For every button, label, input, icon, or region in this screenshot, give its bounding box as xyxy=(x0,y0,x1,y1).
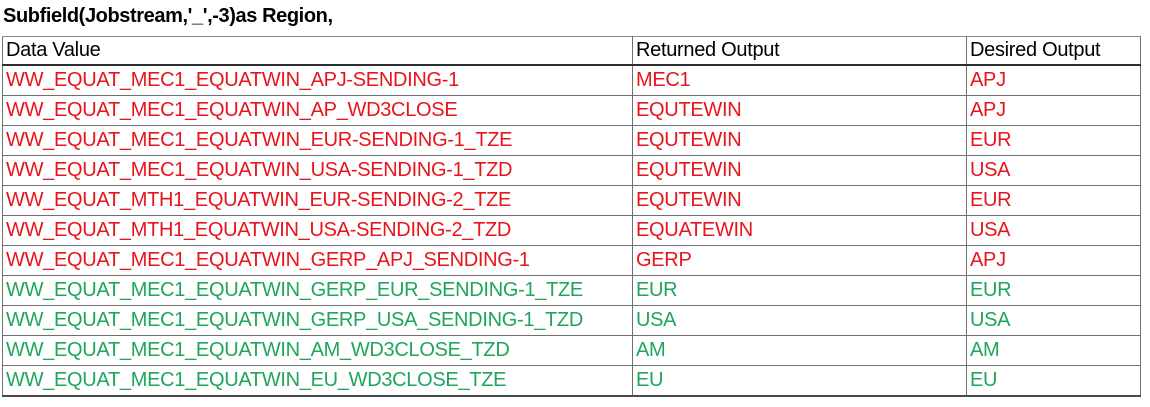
data-value-cell: WW_EQUAT_MEC1_EQUATWIN_EUR-SENDING-1_TZE xyxy=(2,125,633,156)
data-value-cell: WW_EQUAT_MEC1_EQUATWIN_GERP_EUR_SENDING-… xyxy=(2,275,633,306)
desired-output-cell: APJ xyxy=(966,245,1141,276)
data-value-cell: WW_EQUAT_MEC1_EQUATWIN_AM_WD3CLOSE_TZD xyxy=(2,335,633,366)
data-value-cell: WW_EQUAT_MTH1_EQUATWIN_EUR-SENDING-2_TZE xyxy=(2,185,633,216)
header-row: Data Value Returned Output Desired Outpu… xyxy=(2,36,1141,66)
table-row: WW_EQUAT_MEC1_EQUATWIN_GERP_APJ_SENDING-… xyxy=(2,245,1141,276)
table-row: WW_EQUAT_MEC1_EQUATWIN_AP_WD3CLOSE EQUTEW… xyxy=(2,95,1141,126)
desired-output-cell: APJ xyxy=(966,64,1141,96)
returned-output-cell: EQUTEWIN xyxy=(632,95,967,126)
returned-output-cell: AM xyxy=(632,335,967,366)
data-value-cell: WW_EQUAT_MTH1_EQUATWIN_USA-SENDING-2_TZD xyxy=(2,215,633,246)
table-row: WW_EQUAT_MTH1_EQUATWIN_EUR-SENDING-2_TZE… xyxy=(2,185,1141,216)
returned-output-cell: GERP xyxy=(632,245,967,276)
table-row: WW_EQUAT_MEC1_EQUATWIN_GERP_EUR_SENDING-… xyxy=(2,275,1141,306)
returned-output-cell: EUR xyxy=(632,275,967,306)
table-row: WW_EQUAT_MTH1_EQUATWIN_USA-SENDING-2_TZD… xyxy=(2,215,1141,246)
returned-output-cell: EQUATEWIN xyxy=(632,215,967,246)
desired-output-cell: APJ xyxy=(966,95,1141,126)
desired-output-cell: EUR xyxy=(966,125,1141,156)
formula-title: Subfield(Jobstream,'_',-3)as Region, xyxy=(3,5,333,27)
col-header-data-value: Data Value xyxy=(2,36,633,66)
col-header-returned-output: Returned Output xyxy=(632,36,967,66)
table-row: WW_EQUAT_MEC1_EQUATWIN_EU_WD3CLOSE_TZE EU… xyxy=(2,365,1141,397)
desired-output-cell: EUR xyxy=(966,185,1141,216)
data-value-cell: WW_EQUAT_MEC1_EQUATWIN_AP_WD3CLOSE xyxy=(2,95,633,126)
returned-output-cell: EQUTEWIN xyxy=(632,125,967,156)
data-value-cell: WW_EQUAT_MEC1_EQUATWIN_USA-SENDING-1_TZD xyxy=(2,155,633,186)
returned-output-cell: MEC1 xyxy=(632,64,967,96)
desired-output-cell: USA xyxy=(966,155,1141,186)
returned-output-cell: EQUTEWIN xyxy=(632,155,967,186)
desired-output-cell: EU xyxy=(966,365,1141,397)
table-row: WW_EQUAT_MEC1_EQUATWIN_APJ-SENDING-1 MEC1… xyxy=(2,64,1141,96)
table-row: WW_EQUAT_MEC1_EQUATWIN_EUR-SENDING-1_TZE… xyxy=(2,125,1141,156)
returned-output-cell: USA xyxy=(632,305,967,336)
table-row: WW_EQUAT_MEC1_EQUATWIN_GERP_USA_SENDING-… xyxy=(2,305,1141,336)
desired-output-cell: USA xyxy=(966,305,1141,336)
table-body: WW_EQUAT_MEC1_EQUATWIN_APJ-SENDING-1 MEC1… xyxy=(2,64,1141,397)
data-value-cell: WW_EQUAT_MEC1_EQUATWIN_EU_WD3CLOSE_TZE xyxy=(2,365,633,397)
desired-output-cell: USA xyxy=(966,215,1141,246)
col-header-desired-output: Desired Output xyxy=(966,36,1141,66)
desired-output-cell: AM xyxy=(966,335,1141,366)
data-value-cell: WW_EQUAT_MEC1_EQUATWIN_GERP_APJ_SENDING-… xyxy=(2,245,633,276)
desired-output-cell: EUR xyxy=(966,275,1141,306)
returned-output-cell: EQUTEWIN xyxy=(632,185,967,216)
data-value-cell: WW_EQUAT_MEC1_EQUATWIN_GERP_USA_SENDING-… xyxy=(2,305,633,336)
results-table: Data Value Returned Output Desired Outpu… xyxy=(2,36,1141,397)
returned-output-cell: EU xyxy=(632,365,967,397)
table-row: WW_EQUAT_MEC1_EQUATWIN_AM_WD3CLOSE_TZD AM… xyxy=(2,335,1141,366)
data-value-cell: WW_EQUAT_MEC1_EQUATWIN_APJ-SENDING-1 xyxy=(2,64,633,96)
table-row: WW_EQUAT_MEC1_EQUATWIN_USA-SENDING-1_TZD… xyxy=(2,155,1141,186)
